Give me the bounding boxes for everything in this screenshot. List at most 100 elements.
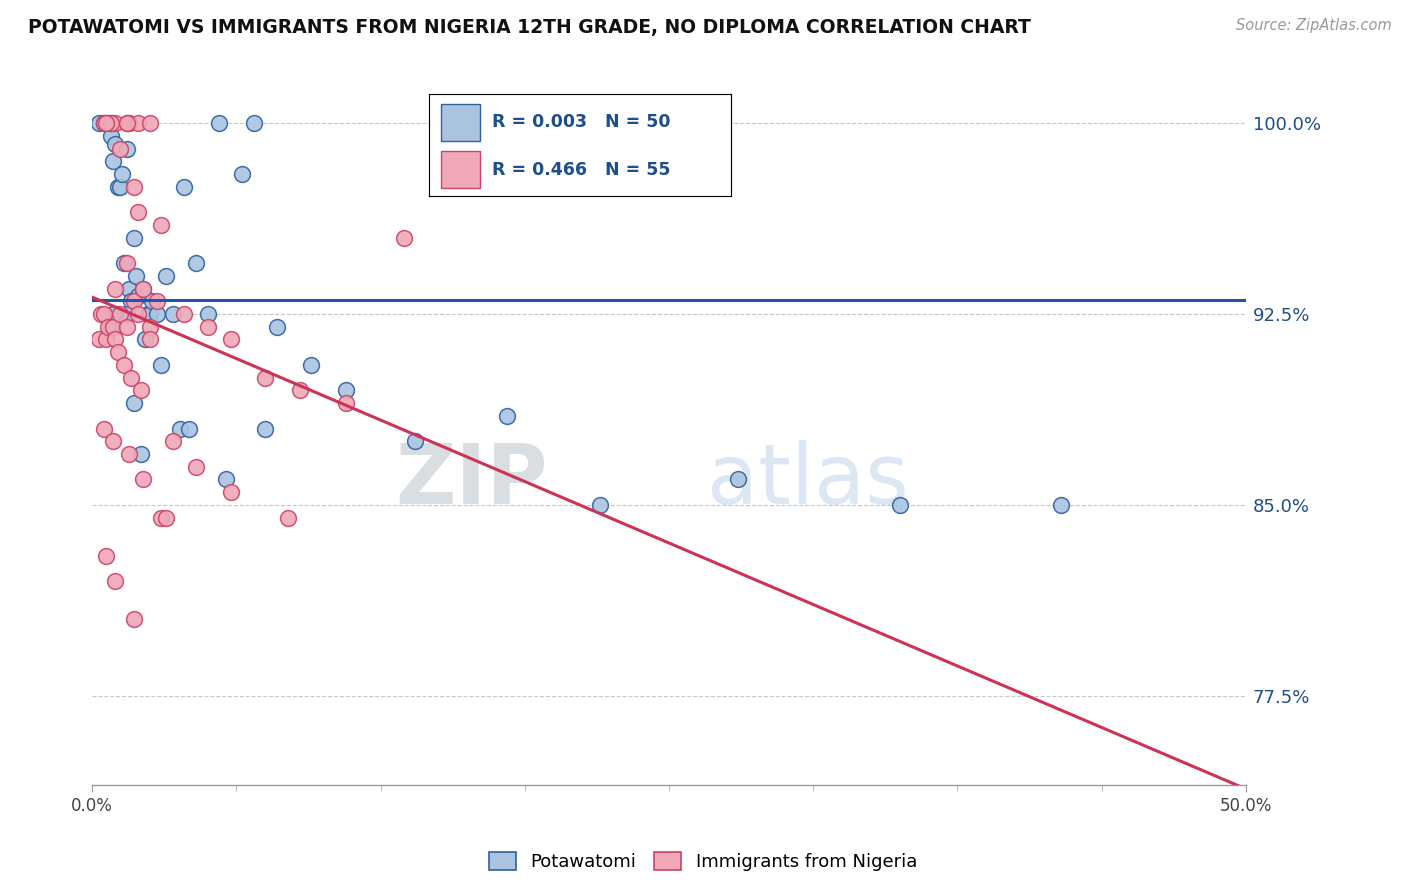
Point — [87, 333, 110, 347]
Point — [104, 136, 127, 151]
Text: R = 0.003   N = 50: R = 0.003 N = 50 — [492, 113, 671, 131]
Point — [254, 370, 277, 384]
Point — [115, 307, 138, 321]
Point — [122, 230, 145, 244]
Point — [97, 319, 120, 334]
Point — [155, 268, 177, 283]
Point — [219, 333, 242, 347]
Point — [107, 179, 129, 194]
FancyBboxPatch shape — [441, 104, 481, 141]
Point — [146, 294, 169, 309]
Point — [129, 447, 152, 461]
Point — [93, 421, 115, 435]
Point — [94, 549, 117, 563]
Point — [139, 116, 162, 130]
Point — [889, 498, 911, 512]
Point — [115, 116, 138, 130]
Point — [231, 167, 253, 181]
Point — [146, 307, 169, 321]
Point — [141, 294, 163, 309]
Point — [288, 384, 311, 398]
Point — [118, 282, 141, 296]
Point — [1050, 498, 1073, 512]
Point — [215, 472, 238, 486]
Point — [127, 289, 149, 303]
Point — [115, 256, 138, 270]
FancyBboxPatch shape — [441, 151, 481, 188]
Point — [219, 485, 242, 500]
Point — [108, 142, 131, 156]
Point — [139, 319, 162, 334]
Point — [122, 612, 145, 626]
Point — [127, 116, 149, 130]
Point — [132, 282, 155, 296]
Point — [132, 472, 155, 486]
Point — [125, 268, 148, 283]
Point — [277, 510, 299, 524]
Point — [120, 294, 142, 309]
Point — [266, 319, 288, 334]
Point — [101, 307, 124, 321]
Point — [104, 574, 127, 589]
Point — [139, 307, 162, 321]
Point — [104, 307, 127, 321]
Point — [101, 154, 124, 169]
Point — [115, 142, 138, 156]
Point — [108, 179, 131, 194]
Point — [184, 256, 207, 270]
Point — [115, 319, 138, 334]
Point — [100, 128, 122, 143]
Text: ZIP: ZIP — [395, 440, 548, 521]
Point — [197, 307, 219, 321]
Point — [299, 358, 322, 372]
Point — [114, 256, 136, 270]
Point — [115, 116, 138, 130]
Point — [134, 333, 156, 347]
Point — [111, 167, 134, 181]
Point — [242, 116, 264, 130]
Point — [177, 421, 200, 435]
Point — [392, 230, 415, 244]
Point — [100, 319, 122, 334]
Text: Source: ZipAtlas.com: Source: ZipAtlas.com — [1236, 18, 1392, 33]
Point — [87, 116, 110, 130]
Point — [184, 459, 207, 474]
Point — [150, 510, 173, 524]
Text: atlas: atlas — [707, 440, 908, 521]
Point — [93, 307, 115, 321]
Point — [197, 319, 219, 334]
Point — [100, 116, 122, 130]
Point — [155, 510, 177, 524]
Point — [129, 384, 152, 398]
Point — [496, 409, 519, 423]
Point — [139, 333, 162, 347]
Point — [122, 294, 145, 309]
Point — [94, 116, 117, 130]
Text: R = 0.466   N = 55: R = 0.466 N = 55 — [492, 161, 671, 178]
Text: POTAWATOMI VS IMMIGRANTS FROM NIGERIA 12TH GRADE, NO DIPLOMA CORRELATION CHART: POTAWATOMI VS IMMIGRANTS FROM NIGERIA 12… — [28, 18, 1031, 37]
Point — [136, 307, 159, 321]
Point — [90, 307, 112, 321]
Point — [120, 370, 142, 384]
Point — [108, 307, 131, 321]
Point — [122, 179, 145, 194]
Point — [173, 307, 195, 321]
Point — [104, 116, 127, 130]
Point — [150, 218, 173, 232]
Point — [104, 282, 127, 296]
Legend: Potawatomi, Immigrants from Nigeria: Potawatomi, Immigrants from Nigeria — [482, 845, 924, 879]
Point — [93, 116, 115, 130]
Point — [101, 434, 124, 449]
Point — [101, 319, 124, 334]
Point — [169, 421, 191, 435]
Point — [589, 498, 612, 512]
Point — [162, 307, 184, 321]
Point — [254, 421, 277, 435]
Point — [118, 447, 141, 461]
Point — [173, 179, 195, 194]
Point — [100, 116, 122, 130]
Point — [94, 333, 117, 347]
Point — [132, 282, 155, 296]
Point — [122, 396, 145, 410]
Point — [107, 345, 129, 359]
